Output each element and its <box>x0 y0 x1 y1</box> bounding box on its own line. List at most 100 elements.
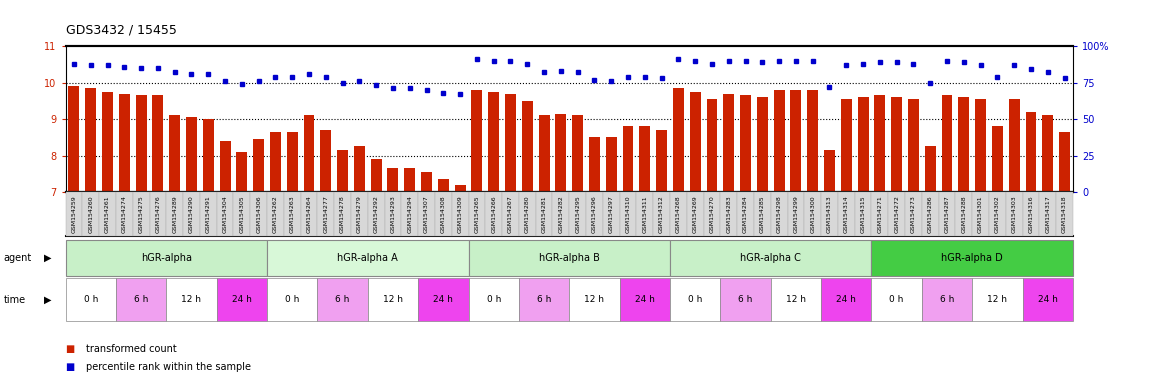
Bar <box>757 97 768 192</box>
Text: GSM154269: GSM154269 <box>692 195 698 233</box>
Bar <box>1026 112 1036 192</box>
Text: percentile rank within the sample: percentile rank within the sample <box>86 362 251 372</box>
Bar <box>774 90 784 192</box>
Bar <box>270 132 281 192</box>
Bar <box>153 95 163 192</box>
Bar <box>522 101 532 192</box>
Bar <box>1059 132 1070 192</box>
Text: GSM154274: GSM154274 <box>122 195 126 233</box>
Text: GSM154300: GSM154300 <box>811 195 815 233</box>
Text: GSM154270: GSM154270 <box>710 195 714 233</box>
Text: GSM154260: GSM154260 <box>89 195 93 233</box>
Bar <box>438 179 449 192</box>
Bar <box>690 92 700 192</box>
Bar <box>622 126 634 192</box>
Text: GSM154314: GSM154314 <box>844 195 849 233</box>
Bar <box>790 90 802 192</box>
Bar <box>85 88 97 192</box>
Text: hGR-alpha A: hGR-alpha A <box>337 253 398 263</box>
Bar <box>253 139 264 192</box>
Text: GSM154275: GSM154275 <box>139 195 144 233</box>
Text: GSM154310: GSM154310 <box>626 195 630 233</box>
Bar <box>202 119 214 192</box>
Text: 0 h: 0 h <box>889 295 904 304</box>
Text: GSM154298: GSM154298 <box>776 195 782 233</box>
Text: 0 h: 0 h <box>84 295 98 304</box>
Bar <box>673 88 684 192</box>
Text: 12 h: 12 h <box>785 295 806 304</box>
Text: GSM154285: GSM154285 <box>760 195 765 233</box>
Bar <box>992 126 1003 192</box>
Text: GSM154307: GSM154307 <box>424 195 429 233</box>
Bar <box>118 94 130 192</box>
Text: GSM154272: GSM154272 <box>895 195 899 233</box>
Bar <box>388 168 398 192</box>
Bar <box>958 97 969 192</box>
Text: 0 h: 0 h <box>688 295 703 304</box>
Text: GSM154283: GSM154283 <box>727 195 731 233</box>
Bar <box>69 86 79 192</box>
Bar <box>741 95 751 192</box>
Text: GSM154273: GSM154273 <box>911 195 915 233</box>
Text: GSM154306: GSM154306 <box>256 195 261 233</box>
Text: 12 h: 12 h <box>383 295 402 304</box>
Text: hGR-alpha D: hGR-alpha D <box>942 253 1003 263</box>
Text: GSM154259: GSM154259 <box>71 195 76 233</box>
Bar <box>975 99 986 192</box>
Bar <box>169 115 181 192</box>
Text: GSM154261: GSM154261 <box>105 195 110 233</box>
Bar <box>908 99 919 192</box>
Text: hGR-alpha B: hGR-alpha B <box>539 253 599 263</box>
Bar <box>723 94 734 192</box>
Bar <box>454 185 466 192</box>
Text: GSM154301: GSM154301 <box>979 195 983 233</box>
Text: GSM154302: GSM154302 <box>995 195 999 233</box>
Text: GSM154289: GSM154289 <box>172 195 177 233</box>
Text: transformed count: transformed count <box>86 344 177 354</box>
Bar <box>186 117 197 192</box>
Text: 24 h: 24 h <box>232 295 252 304</box>
Text: GSM154267: GSM154267 <box>508 195 513 233</box>
Bar <box>825 150 835 192</box>
Text: GSM154266: GSM154266 <box>491 195 496 233</box>
Text: GSM154313: GSM154313 <box>827 195 831 233</box>
Text: GSM154276: GSM154276 <box>155 195 160 233</box>
Text: 24 h: 24 h <box>1037 295 1058 304</box>
Text: GSM154264: GSM154264 <box>307 195 312 233</box>
Text: GSM154308: GSM154308 <box>440 195 446 233</box>
Text: 24 h: 24 h <box>836 295 857 304</box>
Text: GSM154295: GSM154295 <box>575 195 580 233</box>
Text: GSM154318: GSM154318 <box>1063 195 1067 233</box>
Bar <box>337 150 348 192</box>
Text: GSM154293: GSM154293 <box>391 195 396 233</box>
Text: GSM154278: GSM154278 <box>340 195 345 233</box>
Bar <box>942 95 952 192</box>
Bar <box>237 152 247 192</box>
Bar <box>421 172 432 192</box>
Text: GSM154312: GSM154312 <box>659 195 664 233</box>
Text: 0 h: 0 h <box>285 295 299 304</box>
Bar <box>405 168 415 192</box>
Bar <box>321 130 331 192</box>
Text: GSM154316: GSM154316 <box>1028 195 1034 233</box>
Text: hGR-alpha C: hGR-alpha C <box>741 253 802 263</box>
Text: GSM154268: GSM154268 <box>676 195 681 233</box>
Bar <box>706 99 718 192</box>
Text: agent: agent <box>3 253 32 263</box>
Text: GSM154262: GSM154262 <box>273 195 278 233</box>
Bar <box>1009 99 1020 192</box>
Bar <box>102 92 113 192</box>
Bar <box>220 141 230 192</box>
Text: GSM154284: GSM154284 <box>743 195 748 233</box>
Text: GSM154296: GSM154296 <box>592 195 597 233</box>
Text: GSM154282: GSM154282 <box>559 195 564 233</box>
Text: GSM154309: GSM154309 <box>458 195 462 233</box>
Bar <box>354 146 365 192</box>
Bar <box>304 115 314 192</box>
Text: GSM154315: GSM154315 <box>860 195 866 233</box>
Text: hGR-alpha: hGR-alpha <box>140 253 192 263</box>
Text: ▶: ▶ <box>44 295 52 305</box>
Text: GSM154280: GSM154280 <box>524 195 530 233</box>
Bar <box>925 146 936 192</box>
Text: ■: ■ <box>66 362 75 372</box>
